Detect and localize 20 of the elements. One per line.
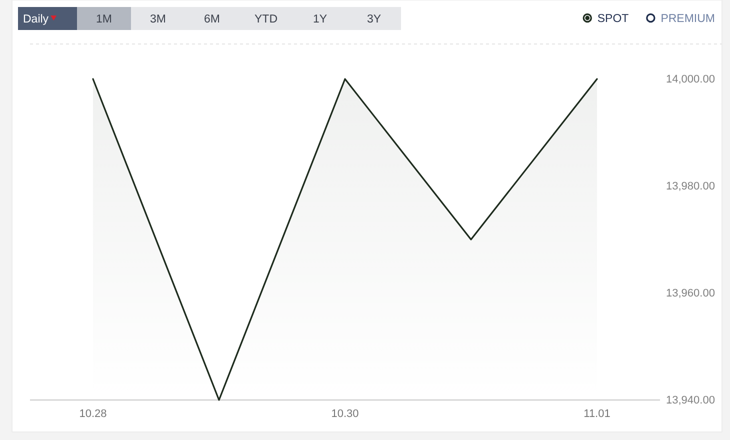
- text: 3Y: [366, 14, 382, 26]
- y-tick-label: 13,940.00: [666, 394, 715, 407]
- text: 6M: [204, 14, 220, 26]
- y-tick-label: 13,980.00: [666, 180, 715, 193]
- y-tick-label: 13,960.00: [666, 288, 715, 300]
- text: 3M: [150, 14, 166, 26]
- text: 1M: [96, 14, 112, 26]
- range-tab[interactable]: [131, 7, 185, 30]
- text: Daily: [23, 14, 49, 26]
- x-tick-label: 10.30: [331, 408, 359, 420]
- y-tick-label: 14,000.00: [666, 74, 715, 86]
- legend-label: SPOT: [597, 13, 629, 25]
- range-tab[interactable]: [347, 7, 401, 30]
- text: YTD: [254, 14, 278, 26]
- range-tab[interactable]: [18, 7, 77, 30]
- x-tick-label: 11.01: [584, 408, 610, 420]
- x-tick-label: 10.28: [79, 408, 107, 420]
- legend-label: PREMIUM: [660, 13, 715, 25]
- range-tab[interactable]: [77, 7, 131, 30]
- text: 1Y: [312, 14, 328, 26]
